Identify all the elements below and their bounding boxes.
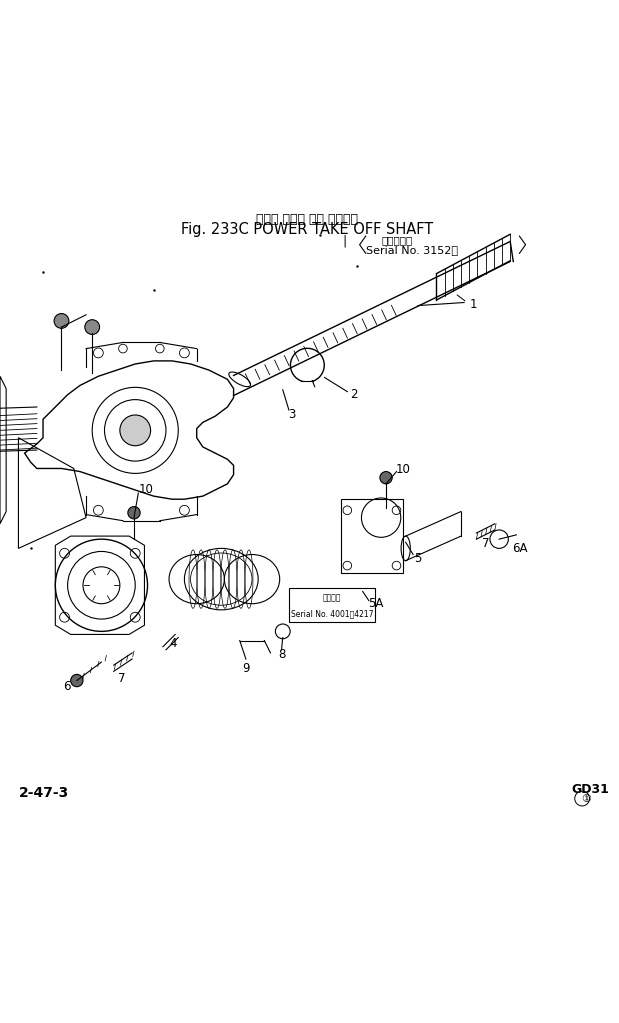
Circle shape: [71, 674, 83, 686]
Text: 5A: 5A: [368, 597, 384, 610]
Text: 6: 6: [63, 680, 70, 694]
Circle shape: [85, 320, 100, 335]
Text: 8: 8: [278, 648, 285, 661]
Circle shape: [128, 506, 140, 519]
Text: |: |: [342, 234, 347, 248]
Text: Serial No. 3152～: Serial No. 3152～: [366, 244, 457, 255]
Text: 9: 9: [242, 662, 249, 675]
Text: 7: 7: [118, 672, 126, 685]
Text: GD31: GD31: [572, 783, 610, 796]
Text: （適用号機: （適用号機: [381, 235, 412, 244]
Circle shape: [380, 472, 392, 484]
Text: 適用号機: 適用号機: [322, 593, 341, 603]
Circle shape: [120, 415, 150, 446]
Bar: [341, 499, 402, 573]
Text: 2: 2: [350, 388, 357, 401]
Text: 4: 4: [170, 637, 177, 651]
Circle shape: [54, 314, 69, 328]
Text: Fig. 233C POWER TAKE OFF SHAFT: Fig. 233C POWER TAKE OFF SHAFT: [181, 222, 433, 237]
Text: 10: 10: [139, 484, 154, 496]
Text: 10: 10: [395, 463, 410, 476]
Text: 7: 7: [482, 537, 490, 550]
Text: 1: 1: [470, 299, 477, 311]
Bar: [289, 588, 375, 622]
Text: 5: 5: [414, 551, 422, 565]
Text: Serial No. 4001～4217: Serial No. 4001～4217: [291, 609, 373, 618]
Text: 3: 3: [288, 408, 296, 420]
Text: パワー テーク オフ シャフト: パワー テーク オフ シャフト: [256, 213, 358, 226]
Text: 2-47-3: 2-47-3: [19, 786, 69, 800]
Text: ①: ①: [581, 794, 591, 804]
Text: 6A: 6A: [512, 542, 527, 554]
